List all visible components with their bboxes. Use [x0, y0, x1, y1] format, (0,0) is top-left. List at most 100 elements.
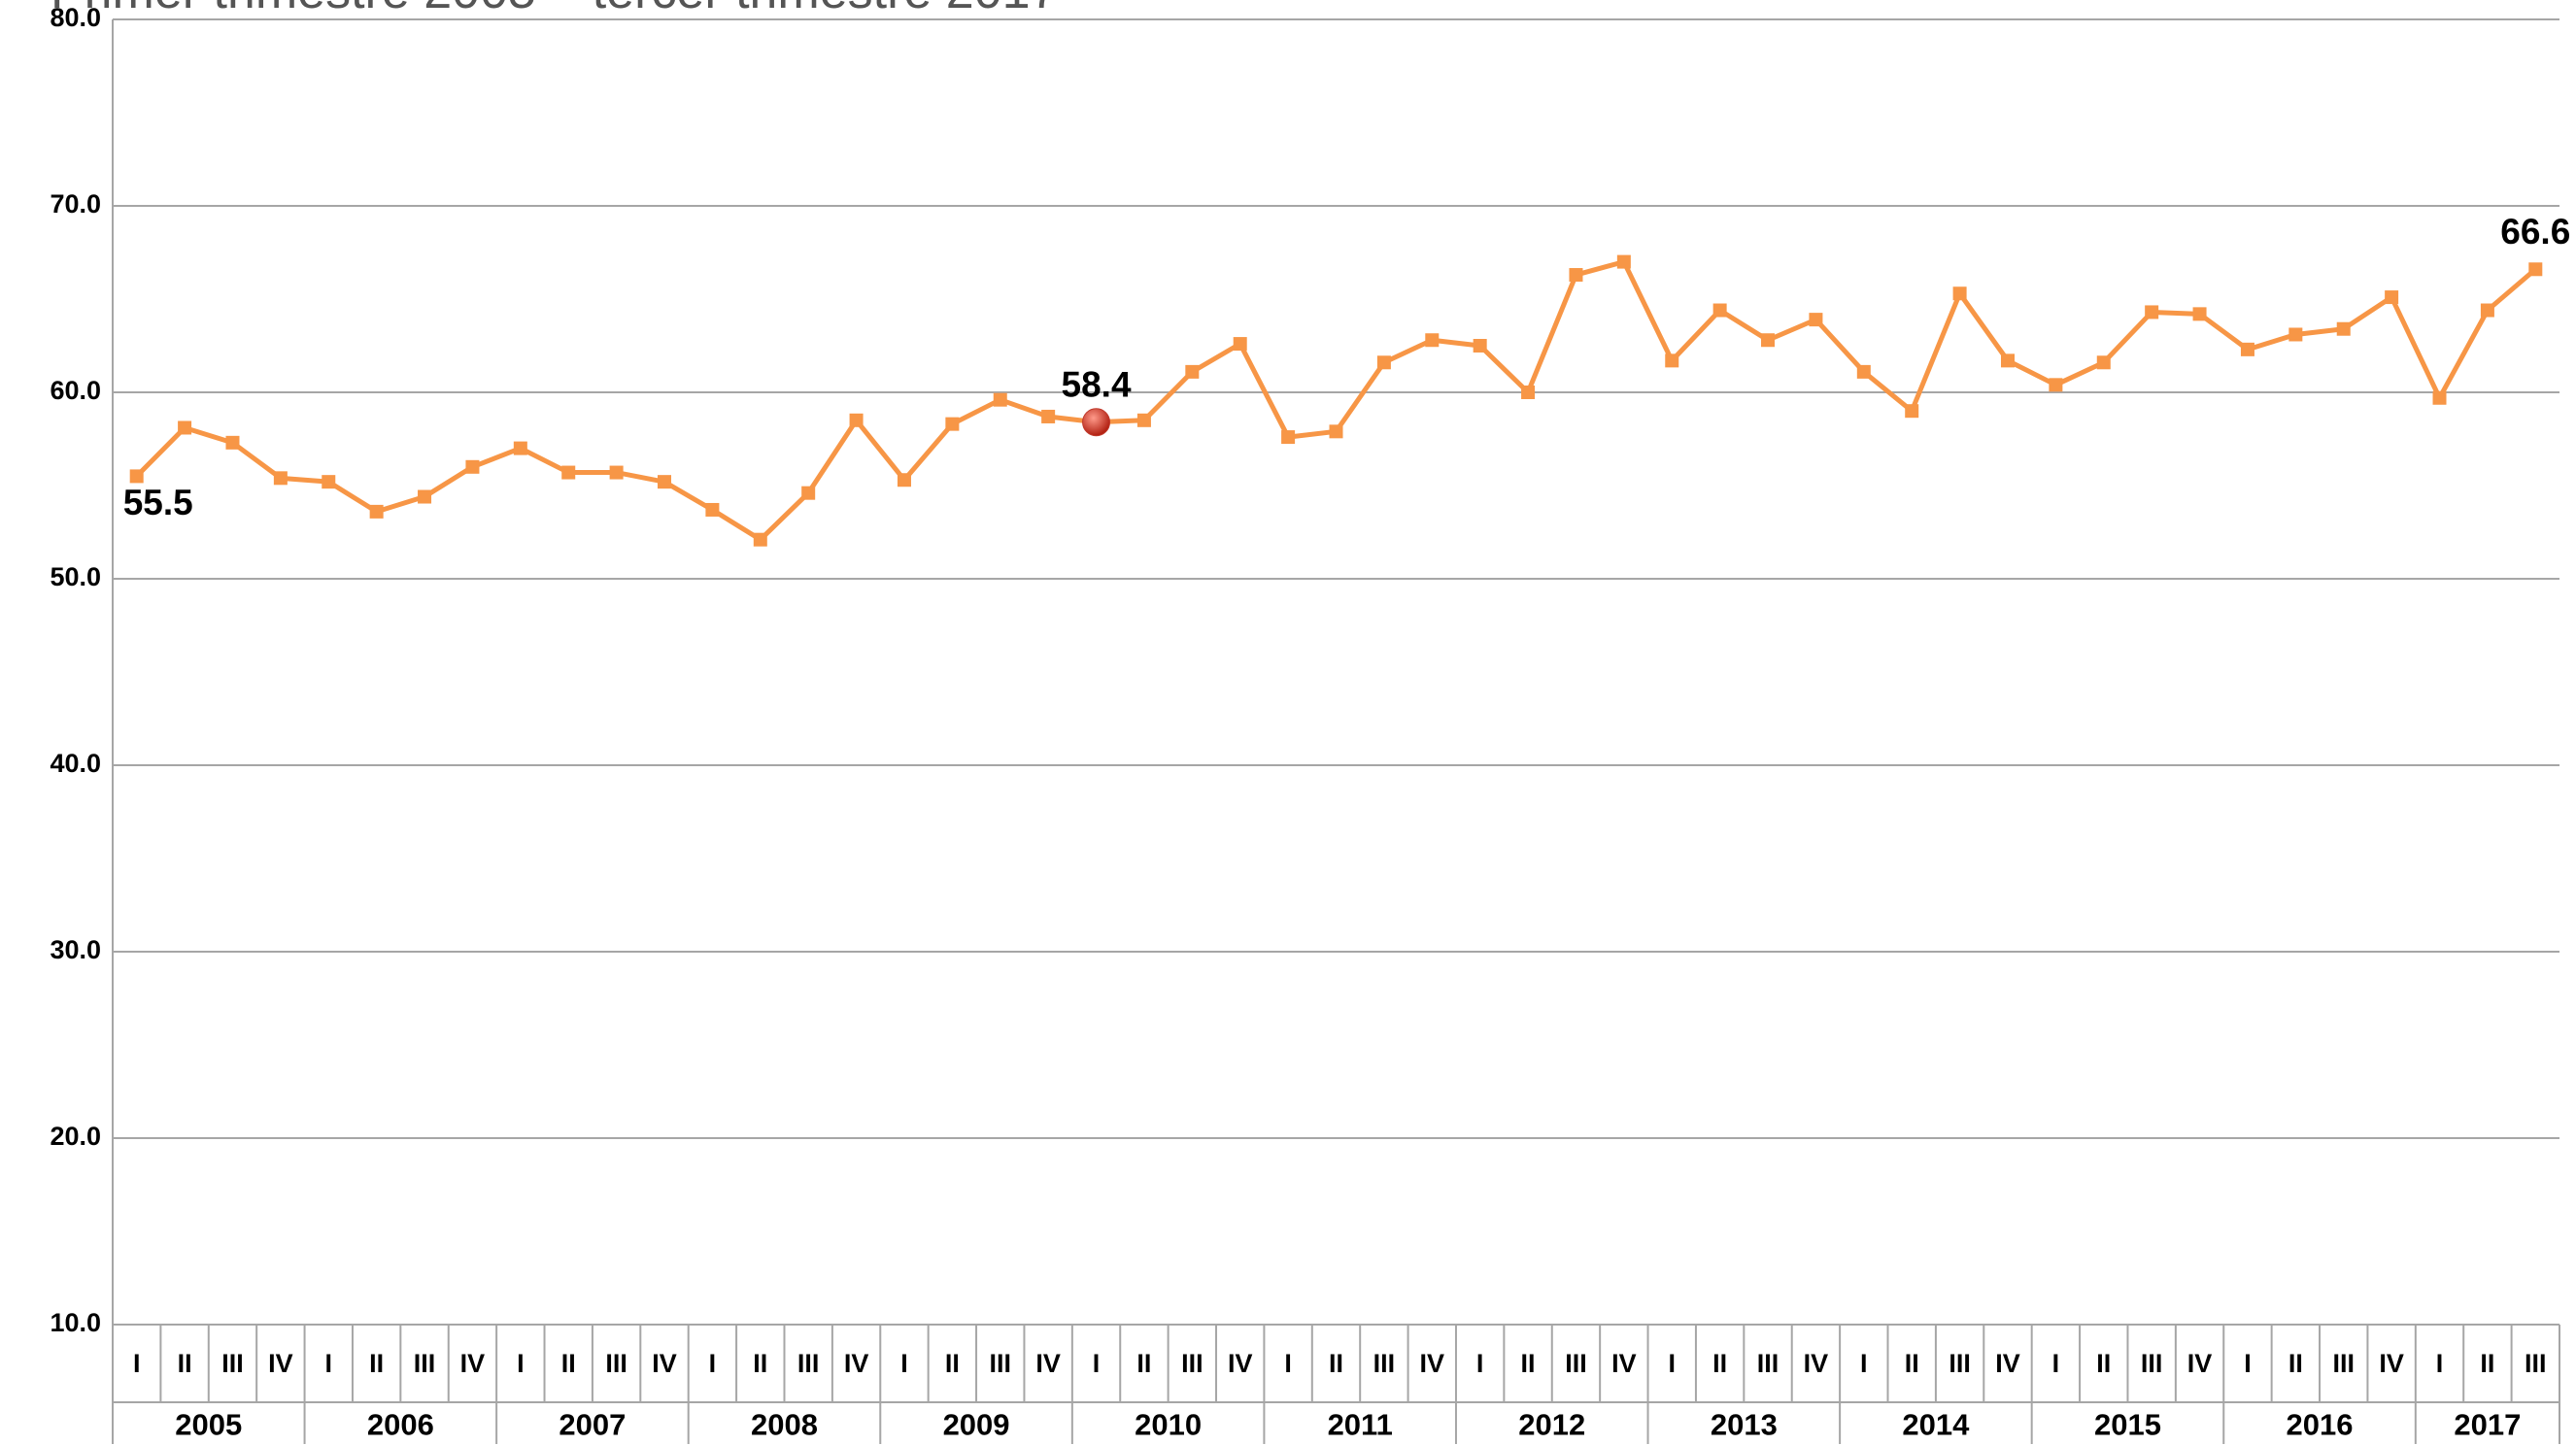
x-tick-label: II: [1136, 1349, 1151, 1378]
x-tick-label: I: [1668, 1349, 1676, 1378]
data-label: 55.5: [123, 483, 193, 522]
data-label: 66.6: [2500, 212, 2570, 252]
year-label: 2010: [1135, 1408, 1202, 1442]
marker: [849, 413, 864, 427]
x-tick-label: I: [325, 1349, 333, 1378]
year-label: 2014: [1902, 1408, 1970, 1442]
data-label: 58.4: [1062, 365, 1132, 405]
marker: [1712, 303, 1727, 318]
x-tick-label: IV: [268, 1349, 293, 1378]
x-tick-label: I: [1860, 1349, 1868, 1378]
marker: [801, 486, 816, 500]
year-label: 2008: [751, 1408, 818, 1442]
marker: [369, 504, 384, 519]
x-tick-label: I: [1284, 1349, 1292, 1378]
marker: [705, 502, 720, 517]
y-tick-label: 20.0: [50, 1122, 101, 1151]
x-tick-label: I: [2052, 1349, 2060, 1378]
x-tick-label: IV: [1611, 1349, 1637, 1378]
x-tick-label: III: [1949, 1349, 1971, 1378]
x-tick-label: III: [414, 1349, 436, 1378]
x-tick-label: III: [2141, 1349, 2163, 1378]
x-tick-label: II: [561, 1349, 576, 1378]
marker: [178, 420, 192, 435]
marker: [418, 489, 432, 504]
x-tick-label: II: [1521, 1349, 1536, 1378]
x-tick-label: II: [2480, 1349, 2494, 1378]
x-tick-label: IV: [1228, 1349, 1253, 1378]
x-tick-label: III: [989, 1349, 1011, 1378]
marker: [2145, 305, 2159, 319]
marker: [1761, 333, 1776, 348]
x-tick-label: IV: [2379, 1349, 2404, 1378]
x-tick-label: I: [900, 1349, 908, 1378]
marker: [2000, 353, 2015, 368]
marker: [1665, 353, 1679, 368]
x-tick-label: IV: [844, 1349, 869, 1378]
x-tick-label: I: [1093, 1349, 1101, 1378]
x-tick-label: IV: [2187, 1349, 2213, 1378]
marker: [897, 473, 911, 487]
marker: [2240, 342, 2254, 356]
y-tick-label: 30.0: [50, 935, 101, 964]
year-label: 2011: [1328, 1408, 1393, 1442]
marker: [1952, 286, 1967, 301]
marker: [1041, 409, 1056, 423]
marker: [1856, 364, 1871, 379]
marker: [1616, 254, 1631, 269]
highlight-marker: [1082, 408, 1111, 437]
year-label: 2012: [1518, 1408, 1585, 1442]
x-tick-label: IV: [1995, 1349, 2020, 1378]
x-tick-label: III: [1373, 1349, 1396, 1378]
x-tick-label: IV: [1420, 1349, 1445, 1378]
marker: [658, 475, 672, 489]
chart-title: Primer trimestre 2005 – tercer trimestre…: [51, 0, 1058, 19]
marker: [1569, 268, 1583, 283]
marker: [1376, 355, 1391, 370]
marker: [1425, 333, 1440, 348]
marker: [2336, 321, 2351, 336]
x-tick-label: III: [221, 1349, 244, 1378]
year-label: 2015: [2094, 1408, 2161, 1442]
marker: [322, 475, 336, 489]
y-tick-label: 10.0: [50, 1308, 101, 1337]
marker: [1185, 364, 1200, 379]
marker: [2385, 290, 2399, 305]
x-tick-label: II: [945, 1349, 960, 1378]
x-tick-label: I: [2244, 1349, 2252, 1378]
marker: [129, 469, 144, 484]
year-label: 2006: [367, 1408, 434, 1442]
x-tick-label: IV: [460, 1349, 486, 1378]
x-tick-label: IV: [1035, 1349, 1061, 1378]
marker: [1233, 337, 1247, 352]
marker: [2192, 307, 2207, 321]
x-tick-label: I: [517, 1349, 525, 1378]
marker: [2480, 303, 2494, 318]
marker: [2528, 262, 2543, 277]
x-tick-label: IV: [652, 1349, 677, 1378]
x-tick-label: II: [753, 1349, 767, 1378]
x-tick-label: I: [709, 1349, 717, 1378]
x-tick-label: III: [1757, 1349, 1779, 1378]
x-tick-label: I: [1476, 1349, 1484, 1378]
marker: [513, 441, 527, 455]
marker: [1905, 404, 1919, 419]
x-tick-label: III: [2525, 1349, 2547, 1378]
year-label: 2007: [559, 1408, 626, 1442]
y-tick-label: 70.0: [50, 189, 101, 218]
marker: [1329, 424, 1343, 439]
marker: [1809, 313, 1823, 327]
x-tick-label: III: [2332, 1349, 2355, 1378]
x-tick-label: II: [2096, 1349, 2111, 1378]
x-tick-label: II: [2288, 1349, 2303, 1378]
y-tick-label: 40.0: [50, 749, 101, 778]
y-tick-label: 50.0: [50, 562, 101, 591]
year-label: 2017: [2454, 1408, 2521, 1442]
year-label: 2016: [2287, 1408, 2354, 1442]
x-tick-label: II: [1329, 1349, 1343, 1378]
series-line: [134, 259, 2537, 543]
marker: [465, 459, 480, 474]
marker: [561, 465, 576, 480]
marker: [1281, 430, 1296, 445]
